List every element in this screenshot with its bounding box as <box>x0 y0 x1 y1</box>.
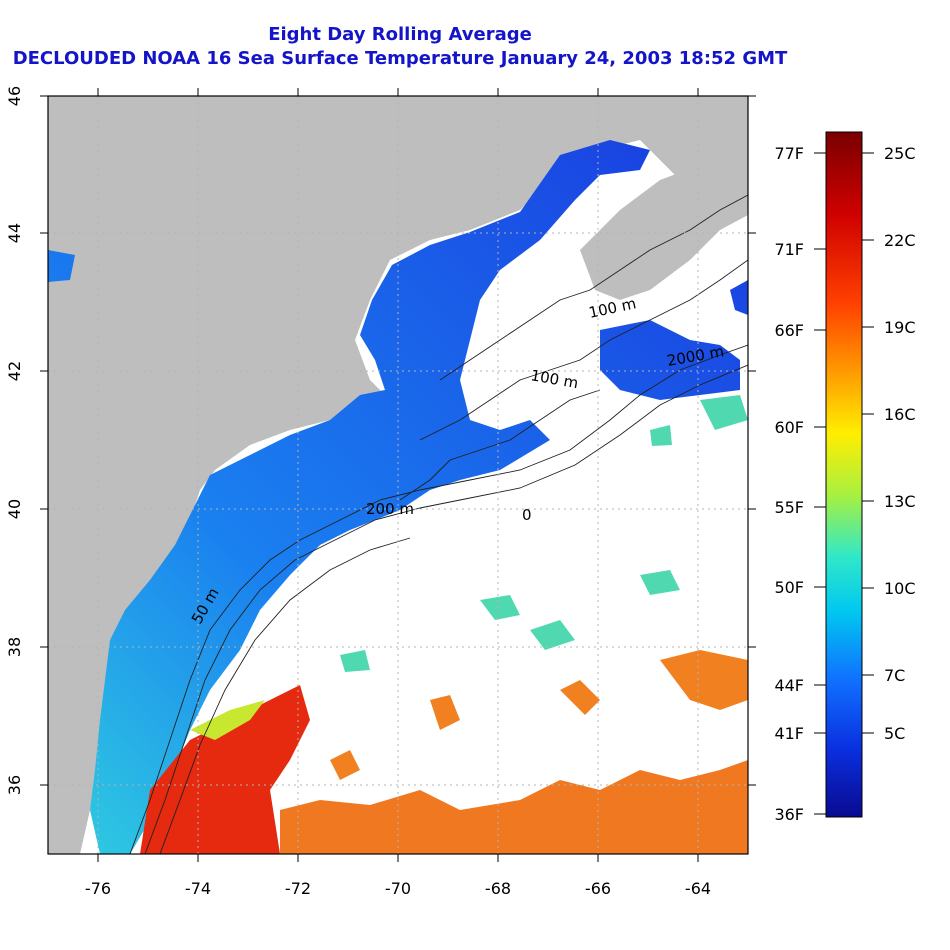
colorbar-f-label: 36F <box>774 805 804 824</box>
gulf-stream-warm-water <box>140 685 310 854</box>
colorbar-c-label: 5C <box>884 724 905 743</box>
y-axis-ticks <box>40 95 756 786</box>
x-axis-ticks <box>97 88 699 862</box>
y-tick-label: 38 <box>5 637 24 657</box>
colorbar-f-label: 66F <box>774 321 804 340</box>
land-nova-scotia <box>580 160 748 300</box>
warm-patches <box>330 650 748 780</box>
colorbar-c-label: 16C <box>884 405 916 424</box>
colorbar-f-label: 71F <box>774 240 804 259</box>
colorbar-f-label: 50F <box>774 578 804 597</box>
colorbar-c-labels: 25C 22C 19C 16C 13C 10C 7C 5C <box>884 144 916 743</box>
x-tick-label: -74 <box>185 879 211 898</box>
colorbar <box>825 131 863 818</box>
x-tick-label: -64 <box>685 879 711 898</box>
x-tick-label: -76 <box>85 879 111 898</box>
map-area: 50 m 200 m 100 m 100 m 2000 m 0 <box>48 96 748 854</box>
x-tick-label: -72 <box>285 879 311 898</box>
y-tick-label: 36 <box>5 775 24 795</box>
warm-water-south <box>280 760 748 854</box>
y-tick-label: 40 <box>5 499 24 519</box>
colorbar-f-labels: 77F 71F 66F 60F 55F 50F 44F 41F 36F <box>774 144 804 824</box>
x-axis-labels: -76 -74 -72 -70 -68 -66 -64 <box>85 879 711 898</box>
x-tick-label: -68 <box>485 879 511 898</box>
y-tick-label: 46 <box>5 86 24 106</box>
y-axis-labels: 36 38 40 42 44 46 <box>5 86 24 795</box>
colorbar-c-label: 25C <box>884 144 916 163</box>
colorbar-c-label: 13C <box>884 492 916 511</box>
colorbar-f-label: 41F <box>774 724 804 743</box>
colorbar-c-ticks <box>862 152 874 734</box>
colorbar-c-label: 10C <box>884 579 916 598</box>
contour-label-200m: 200 m <box>366 500 414 518</box>
map-subtitle: DECLOUDED NOAA 16 Sea Surface Temperatur… <box>12 48 788 69</box>
colorbar-c-label: 22C <box>884 231 916 250</box>
colorbar-f-label: 55F <box>774 498 804 517</box>
x-tick-label: -70 <box>385 879 411 898</box>
bathymetry-contours <box>129 194 748 854</box>
land-us <box>48 96 748 854</box>
colorbar-f-ticks <box>814 152 826 815</box>
colorbar-c-label: 7C <box>884 666 905 685</box>
colorbar-f-label: 60F <box>774 418 804 437</box>
y-tick-label: 44 <box>5 223 24 243</box>
graticule <box>48 96 748 854</box>
y-tick-label: 42 <box>5 361 24 381</box>
colorbar-c-label: 19C <box>884 318 916 337</box>
transition-water <box>190 700 265 740</box>
contour-label-0: 0 <box>522 506 532 524</box>
x-tick-label: -66 <box>585 879 611 898</box>
cold-shelf-water <box>48 140 748 854</box>
colorbar-f-label: 77F <box>774 144 804 163</box>
map-title: Eight Day Rolling Average <box>268 24 532 45</box>
colorbar-f-label: 44F <box>774 676 804 695</box>
